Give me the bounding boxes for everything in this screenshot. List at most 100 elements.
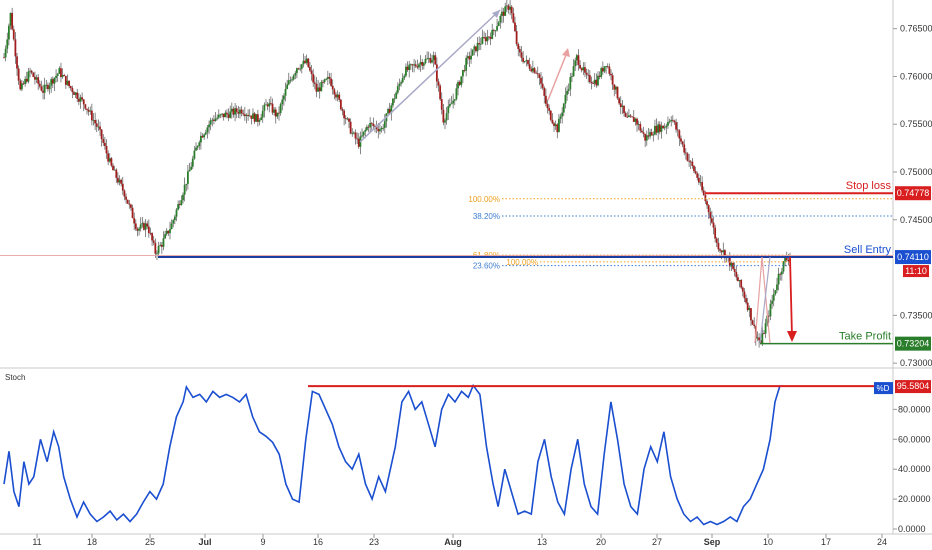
candle-body — [56, 73, 59, 76]
candle-body — [125, 196, 127, 200]
candle-body — [269, 103, 272, 105]
candle-body — [193, 150, 196, 159]
sell-arrow-line — [789, 257, 793, 337]
candle-body — [585, 72, 588, 75]
candle-body — [598, 75, 601, 77]
candle-body — [279, 104, 282, 114]
candle-body — [486, 36, 489, 42]
candle-body — [771, 300, 773, 304]
candle-body — [362, 131, 365, 136]
candle-body — [473, 46, 476, 50]
candle-body — [97, 126, 100, 128]
candle-body — [536, 73, 539, 75]
candle-body — [453, 99, 456, 101]
candle-body — [99, 126, 101, 130]
candle-body — [211, 119, 214, 121]
candle-body — [261, 110, 264, 118]
candle-body — [614, 86, 617, 90]
candle-body — [186, 171, 189, 184]
candle-body — [782, 261, 785, 272]
candle-body — [271, 103, 274, 113]
candle-body — [468, 56, 471, 60]
candle-body — [496, 26, 498, 31]
candle-body — [696, 173, 699, 178]
candle-body — [100, 129, 103, 140]
candle-body — [177, 204, 180, 210]
candle-body — [206, 127, 209, 133]
candle-body — [740, 280, 743, 288]
candle-body — [476, 43, 479, 52]
candle-body — [250, 115, 253, 119]
price-axis[interactable]: 0.76500 0.76000 0.75500 0.75000 0.74500 0.735… — [893, 24, 932, 534]
candle-body — [751, 320, 754, 325]
candle-body — [463, 69, 466, 71]
stoch-legend-box — [874, 382, 893, 395]
candle-body — [112, 165, 114, 171]
candle-body — [344, 118, 347, 120]
candle-body — [74, 92, 77, 95]
candle-body — [182, 194, 184, 201]
candle-body — [525, 60, 528, 61]
candle-body — [146, 223, 149, 227]
candle-body — [623, 105, 625, 113]
candle-body — [115, 169, 118, 178]
candle-body — [364, 129, 367, 132]
candle-body — [398, 83, 401, 87]
candle-body — [709, 212, 712, 219]
candle-body — [243, 114, 246, 117]
candle-body — [571, 76, 573, 78]
candle-body — [299, 68, 302, 70]
candle-body — [588, 75, 591, 82]
candle-body — [38, 83, 41, 87]
candle-body — [47, 84, 49, 90]
candle-body — [784, 257, 787, 262]
candle-body — [130, 204, 132, 208]
candle-body — [208, 124, 210, 128]
stoch-d-line — [3, 383, 781, 526]
candle-body — [403, 75, 406, 78]
candle-body — [663, 127, 666, 129]
candle-body — [561, 112, 564, 117]
countdown-box — [903, 265, 929, 278]
candle-body — [196, 146, 199, 148]
candle-body — [592, 83, 594, 84]
candle-body — [107, 153, 110, 162]
level-name: Stop loss — [846, 180, 892, 192]
candle-body — [673, 120, 676, 123]
candle-body — [392, 98, 394, 106]
time-tick-label: Aug — [444, 537, 462, 547]
candle-body — [639, 124, 642, 131]
candle-body — [584, 67, 586, 73]
candle-body — [121, 183, 124, 191]
candle-body — [247, 114, 249, 116]
candle-body — [343, 110, 346, 119]
price-tick-label: 0.73000 — [900, 358, 932, 368]
candle-body — [60, 68, 62, 78]
candle-body — [450, 103, 453, 105]
candle-body — [245, 114, 248, 117]
candle-body — [289, 79, 292, 81]
candle-body — [523, 60, 526, 62]
candle-body — [483, 37, 485, 38]
candle-body — [255, 114, 258, 122]
candle-body — [600, 68, 603, 77]
candle-body — [527, 60, 529, 65]
candle-body — [29, 70, 31, 72]
candle-body — [603, 66, 606, 72]
candle-body — [647, 135, 650, 137]
candle-body — [566, 90, 568, 95]
candle-body — [681, 141, 684, 145]
candle-body — [190, 166, 193, 170]
candle-body — [94, 120, 97, 124]
candle-body — [637, 124, 640, 125]
time-axis[interactable]: 11 18 25 Jul 9 16 23 Aug 13 20 27 Sep 10 17 24 — [32, 534, 887, 547]
candle-body — [670, 119, 673, 122]
candle-body — [580, 68, 583, 71]
candle-body — [365, 126, 368, 130]
candle-body — [408, 64, 411, 70]
candle-body — [634, 118, 637, 122]
price-label-box — [895, 336, 931, 351]
candle-body — [108, 158, 111, 162]
candle-body — [531, 68, 534, 72]
candle-body — [772, 294, 775, 301]
